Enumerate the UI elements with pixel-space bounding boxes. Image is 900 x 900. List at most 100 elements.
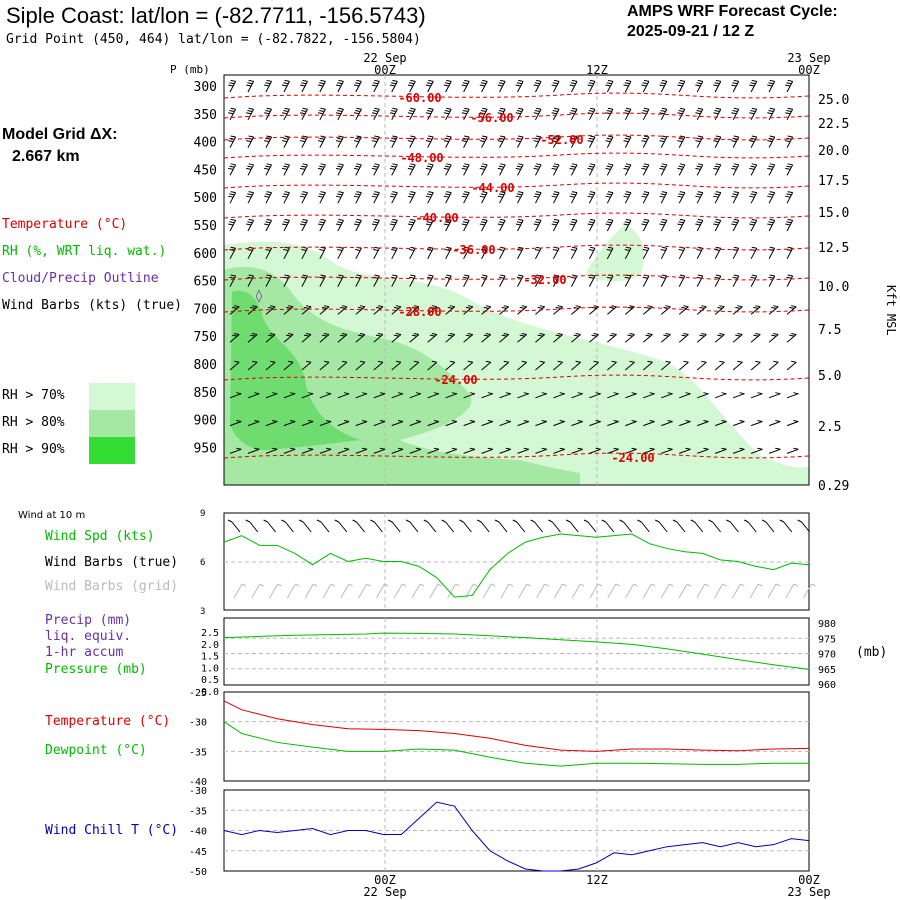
- wind-barb: [481, 247, 488, 260]
- wind-barb-flag: [462, 276, 469, 279]
- wind-barb-flag: [464, 163, 470, 166]
- precip-tick: 1.0: [201, 663, 219, 674]
- wind-barb-flag: [462, 165, 469, 168]
- wind-barb: [697, 393, 709, 399]
- wind-barb: [229, 108, 237, 121]
- wind-barb-flag: [695, 223, 701, 226]
- sfc-barb-grid: [731, 583, 741, 599]
- top-time-12z: 12Z: [586, 63, 608, 77]
- wind-barb-flag: [461, 140, 467, 143]
- precip-liq-label: liq. equiv.: [45, 629, 132, 644]
- wind-barb-flag: [392, 135, 398, 138]
- wind-barb: [337, 108, 344, 121]
- wind-barb: [355, 448, 368, 454]
- wind-barb: [697, 448, 709, 454]
- wind-barb-flag: [771, 306, 777, 309]
- wind-barb-flag: [679, 163, 685, 166]
- wind-barb: [570, 192, 578, 204]
- wind-barb: [301, 136, 308, 148]
- wind-barb-flag: [697, 274, 703, 277]
- wind-barb-flag: [500, 107, 506, 110]
- wind-barb-flag: [302, 163, 308, 166]
- wind-barb-flag: [282, 140, 288, 143]
- temp-tick: -30: [189, 718, 207, 729]
- wind-barb-flag: [678, 82, 684, 85]
- wind-barb-flag: [539, 332, 545, 335]
- wind-barb-flag: [593, 360, 599, 363]
- wind-barb-flag: [679, 107, 685, 110]
- sfc-barb-grid-flag: [793, 583, 799, 587]
- wind-barb-flag: [539, 305, 545, 308]
- wind-barb-flag: [407, 84, 413, 87]
- wind-barb-flag: [518, 274, 524, 277]
- sfc-barb-grid: [322, 583, 332, 599]
- kft-tick: 0.29: [818, 479, 849, 494]
- wind-barb-flag: [552, 249, 558, 251]
- wind-barb-flag: [485, 305, 491, 308]
- wind-barb: [660, 81, 668, 93]
- wind-barb-flag: [587, 167, 593, 170]
- legend-rh: RH (%, WRT liq. wat.): [2, 244, 167, 259]
- wind-barb-flag: [391, 249, 397, 251]
- grid-point-label: Grid Point (450, 464) lat/lon = (-82.782…: [6, 32, 421, 47]
- rh-90-region: [230, 290, 360, 451]
- wind-barb: [319, 306, 330, 315]
- wind-barb: [337, 306, 348, 315]
- wind-barb-flag: [500, 79, 506, 82]
- wind-barb-flag: [570, 82, 576, 85]
- wind-barb: [535, 192, 542, 204]
- wind-barb-flag: [290, 447, 296, 450]
- sfc-barb-grid-flag: [579, 583, 585, 587]
- wind-barb-flag: [319, 110, 325, 112]
- wind-barb: [678, 334, 689, 343]
- wind-barb-flag: [266, 218, 272, 221]
- wind-barb: [229, 334, 240, 343]
- wind-barb: [517, 220, 524, 232]
- wind-barb: [481, 220, 488, 232]
- wind-barb-flag: [773, 305, 779, 308]
- wind-barb-flag: [391, 221, 397, 224]
- wind-barb-flag: [768, 193, 774, 196]
- wind-barb-flag: [443, 167, 449, 170]
- wind-barb-flag: [789, 306, 795, 309]
- rh-shading: [224, 225, 809, 485]
- wind-barb-flag: [308, 447, 314, 450]
- wind-barb-flag: [751, 274, 757, 277]
- wind-barb: [732, 220, 740, 232]
- wind-barb-flag: [588, 165, 594, 168]
- wind-barb: [535, 108, 542, 121]
- wind-barb: [517, 192, 524, 204]
- wind-barb-flag: [647, 360, 653, 363]
- wind-barb-flag: [714, 221, 720, 224]
- wind-barb-flag: [371, 140, 378, 143]
- wind-barb-flag: [516, 249, 523, 251]
- wind-barb-flag: [768, 110, 774, 112]
- wind-barb-flag: [479, 84, 485, 87]
- precip-tick: 0.5: [201, 675, 219, 686]
- wind-barb: [427, 306, 438, 315]
- wind-barb-flag: [515, 167, 521, 170]
- wind-barb-flag: [284, 191, 290, 194]
- wind-barb-flag: [623, 167, 629, 170]
- temperature-contour-label: -36.00: [452, 243, 495, 257]
- wind-barb: [445, 334, 456, 343]
- wind-barb-flag: [374, 163, 380, 166]
- wind-barb-flag: [319, 193, 325, 196]
- wind-barb-flag: [429, 306, 435, 309]
- wind-barb-flag: [715, 191, 721, 194]
- wind-barb: [678, 136, 686, 148]
- wind-barb: [714, 448, 727, 454]
- sfc-barb-true: [463, 521, 472, 533]
- wind-barb-flag: [433, 447, 440, 450]
- wind-barb-flag: [425, 195, 431, 198]
- sfc-barb-true-flag: [548, 519, 553, 523]
- kft-tick: 10.0: [818, 280, 849, 295]
- wind-barb-flag: [319, 249, 325, 251]
- sfc-barb-grid-flag: [615, 583, 621, 587]
- wind-barb-flag: [768, 165, 774, 168]
- top-date-24z: 23 Sep: [787, 51, 830, 65]
- wind-barb-flag: [771, 334, 777, 337]
- wind-barb-flag: [767, 140, 773, 143]
- wind-barb-flag: [641, 84, 647, 87]
- wind-barb: [660, 164, 668, 176]
